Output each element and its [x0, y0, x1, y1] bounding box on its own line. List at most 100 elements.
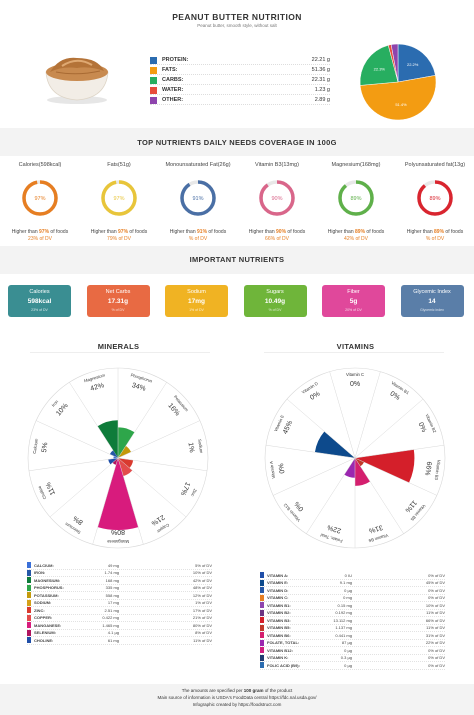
radial-category-label: Sodium	[197, 439, 204, 454]
radial-value-label: 34%	[131, 382, 146, 393]
nutrient-card: Sodium 17mg 1% of DV	[165, 285, 228, 317]
vitamins-table-amount: 0 µg	[344, 647, 352, 653]
minerals-table-name: PHOSPHORUS:	[34, 585, 64, 591]
vitamins-table-dv: 0% of DV	[428, 655, 445, 661]
footer-credit: Infographic created by https://foodstruc…	[192, 702, 282, 707]
vitamins-table-swatch	[260, 617, 264, 624]
radial-category-label: Magnesium	[83, 372, 106, 383]
radial-value-label: 31%	[368, 523, 383, 534]
coverage-ring: 90%	[259, 180, 295, 216]
coverage-dv: % of DV	[425, 236, 445, 242]
nutrient-card-name: Glycemic Index	[413, 289, 451, 295]
nutrient-card-name: Fiber	[347, 289, 360, 295]
radial-bar-vitamin-b6	[355, 458, 371, 486]
coverage-ring: 91%	[180, 180, 216, 216]
coverage-higher-than: Higher than 89% of foods	[316, 229, 396, 236]
coverage-ring-percent: 89%	[350, 196, 361, 202]
nutrient-card-dv: 20% of DV	[345, 308, 362, 312]
coverage-ring-arc	[101, 180, 137, 216]
radial-category-label: Vitamin C	[346, 372, 364, 377]
macro-name: WATER:	[162, 87, 184, 93]
radial-category-label: Phosphorus	[130, 372, 153, 383]
macro-row: PROTEIN: 22.21 g	[150, 56, 330, 65]
radial-value-label: 0%	[293, 500, 305, 512]
radial-bar-phosphorus	[118, 427, 135, 458]
minerals-table-name: SELENIUM:	[34, 630, 56, 636]
macro-value: 22.21 g	[311, 57, 330, 63]
radial-bar-vitamin-e	[314, 431, 355, 458]
minerals-table-amount: 1.74 mg	[104, 570, 119, 576]
coverage-item: Vitamin B3(13mg) 90% Higher than 90% of fo…	[237, 162, 317, 243]
minerals-table-name: POTASSIUM:	[34, 592, 59, 598]
minerals-table-swatch	[27, 562, 31, 569]
nutrient-card: Sugars 10.49g % of DV	[243, 285, 307, 317]
vitamins-table-swatch	[260, 632, 264, 639]
vitamins-table-row: VITAMIN K: 0.3 µg 0% of DV	[260, 654, 445, 662]
coverage-nutrient-name: Fats(51g)	[107, 162, 131, 168]
vitamins-table-dv: 22% of DV	[425, 640, 445, 646]
radial-category-label: Vitamin B6	[368, 533, 389, 544]
coverage-nutrient-name: Calories(598kcal)	[18, 162, 62, 168]
page-title: PEANUT BUTTER NUTRITION	[172, 12, 302, 22]
coverage-higher-prefix: Higher than	[406, 229, 435, 235]
vitamins-table-swatch	[260, 579, 264, 586]
nutrient-card: Fiber 5g 20% of DV	[322, 285, 385, 317]
vitamins-table-dv: 31% of DV	[425, 632, 445, 638]
minerals-table-amount: 558 mg	[105, 592, 119, 598]
vitamins-table-amount: 1.137 mg	[335, 625, 352, 631]
vitamins-table-name: VITAMIN A:	[267, 572, 289, 578]
vitamins-table-dv: 0% of DV	[428, 647, 445, 653]
minerals-table-row: COPPER: 0.422 mg 21% of DV	[27, 614, 212, 622]
peanut-butter-bowl-image	[45, 57, 109, 104]
vitamins-radial-chart: Vitamin C0% Vitamin B10%Vitamin B20%Vitam…	[264, 367, 446, 549]
macro-value: 1.23 g	[314, 87, 330, 93]
vitamins-table-name: VITAMIN B12:	[267, 647, 293, 653]
minerals-table-amount: 0.422 mg	[102, 615, 119, 621]
coverage-nutrient-name: Monounsaturated Fat(26g)	[165, 162, 231, 168]
minerals-table-name: CALCIUM:	[34, 562, 54, 568]
vitamins-table-amount: 87 µg	[341, 640, 352, 646]
coverage-ring-percent: 91%	[192, 196, 203, 202]
vitamins-table-row: VITAMIN C: 0 mg 0% of DV	[260, 594, 445, 602]
vitamins-table-dv: 0% of DV	[428, 572, 445, 578]
minerals-table-row: MAGNESIUM: 168 mg 42% of DV	[27, 577, 212, 585]
minerals-table-amount: 335 mg	[105, 585, 119, 591]
coverage-ring-percent: 90%	[271, 196, 282, 202]
coverage-higher-pct: 89%	[355, 229, 366, 235]
minerals-table-dv: 1% of DV	[195, 600, 212, 606]
vitamins-table-name: VITAMIN C:	[267, 595, 289, 601]
vitamins-table-row: VITAMIN B6: 0.441 mg 31% of DV	[260, 632, 445, 640]
nutrient-card-name: Calories	[29, 289, 50, 295]
minerals-table-row: PHOSPHORUS: 335 mg 48% of DV	[27, 584, 212, 592]
nutrient-card-value: 17mg	[188, 298, 205, 305]
nutrient-card-dv: % of DV	[268, 308, 282, 312]
macro-value: 2.89 g	[314, 97, 330, 103]
vitamins-table-amount: 0.192 mg	[335, 610, 352, 616]
coverage-ring-percent: 89%	[429, 196, 440, 202]
vitamins-table-dv: 11% of DV	[426, 625, 445, 631]
minerals-table-row: ZINC: 2.51 mg 17% of DV	[27, 607, 212, 615]
vitamins-table-name: VITAMIN B1:	[267, 602, 291, 608]
vitamins-table-swatch	[260, 572, 264, 579]
pie-slice-protein	[397, 43, 436, 83]
vitamins-table-swatch	[260, 647, 264, 654]
minerals-title: MINERALS	[97, 342, 140, 351]
vitamins-table-row: VITAMIN A: 0 IU 0% of DV	[260, 572, 445, 580]
radial-bar-zinc	[118, 458, 134, 469]
vitamins-table-swatch	[260, 602, 264, 609]
vitamins-table-row: FOLATE, TOTAL: 87 µg 22% of DV	[260, 639, 445, 647]
coverage-nutrient-name: Magnesium(168mg)	[331, 162, 381, 168]
radial-value-label: 0%	[417, 421, 428, 433]
coverage-higher-prefix: Higher than	[90, 229, 119, 235]
vitamins-table-name: VITAMIN B5:	[267, 625, 291, 631]
coverage-dv: 42% of DV	[344, 236, 368, 242]
minerals-table-swatch	[27, 622, 31, 629]
pie-slice-fats	[359, 75, 437, 121]
coverage-dv: 79% of DV	[107, 236, 131, 242]
minerals-table-swatch	[27, 607, 31, 614]
pie-slice-carbs	[359, 44, 399, 86]
minerals-table-swatch	[27, 569, 31, 576]
minerals-table-row: CHOLINE: 61 mg 11% of DV	[27, 637, 212, 645]
minerals-table-swatch	[27, 637, 31, 644]
vitamins-table-swatch	[260, 594, 264, 601]
